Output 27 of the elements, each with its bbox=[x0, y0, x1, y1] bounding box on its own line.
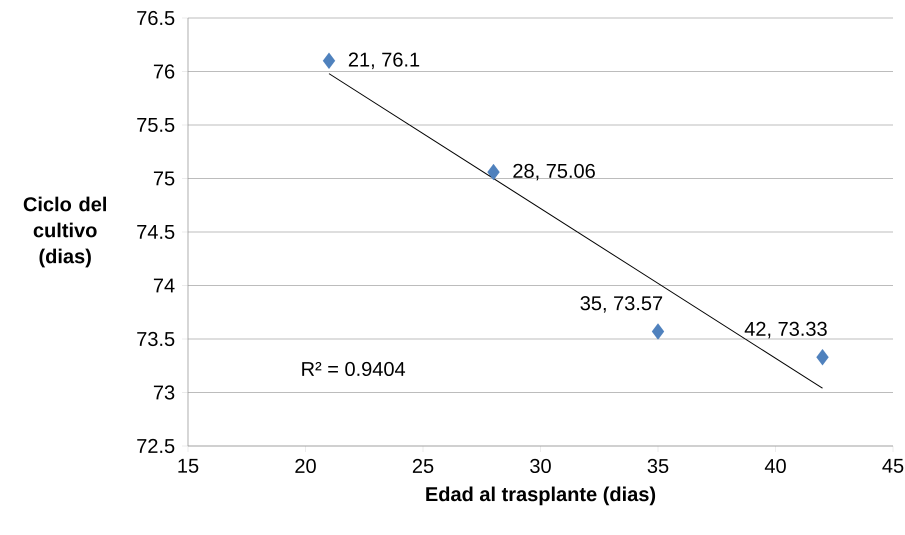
x-tick-label: 20 bbox=[295, 458, 316, 474]
point bbox=[487, 164, 500, 180]
y-axis-title: Ciclo del cultivo (dias) bbox=[24, 196, 106, 268]
y-tick-label: 76 bbox=[154, 64, 174, 79]
y-tick-label: 72.5 bbox=[137, 438, 174, 454]
annotation: R² = 0.9404 bbox=[302, 362, 406, 376]
y-tick-label: 74.5 bbox=[137, 225, 174, 239]
data-label: 42, 73.33 bbox=[744, 322, 827, 338]
data-label: 21, 76.1 bbox=[348, 52, 420, 70]
y-tick-label: 75 bbox=[154, 172, 174, 186]
x-tick-label: 35 bbox=[648, 458, 668, 474]
point bbox=[816, 348, 829, 366]
y-tick-label: 73 bbox=[154, 385, 174, 400]
point bbox=[322, 52, 336, 69]
x-tick-label: 45 bbox=[882, 458, 904, 473]
y-tick-label: 74 bbox=[154, 278, 175, 292]
x-tick-label: 15 bbox=[178, 458, 198, 473]
y-tick-label: 73.5 bbox=[137, 332, 174, 346]
point bbox=[652, 323, 664, 340]
x-tick-label: 30 bbox=[530, 458, 551, 474]
data-label: 35, 73.57 bbox=[580, 296, 662, 313]
x-tick-label: 25 bbox=[412, 458, 434, 474]
x-tick-label: 40 bbox=[764, 458, 786, 474]
x-axis-title: Edad al trasplante (dias) bbox=[426, 486, 656, 506]
data-label: 28, 75.06 bbox=[513, 164, 595, 180]
y-tick-label: 76.5 bbox=[137, 10, 174, 26]
y-tick-label: 75.5 bbox=[137, 118, 174, 132]
